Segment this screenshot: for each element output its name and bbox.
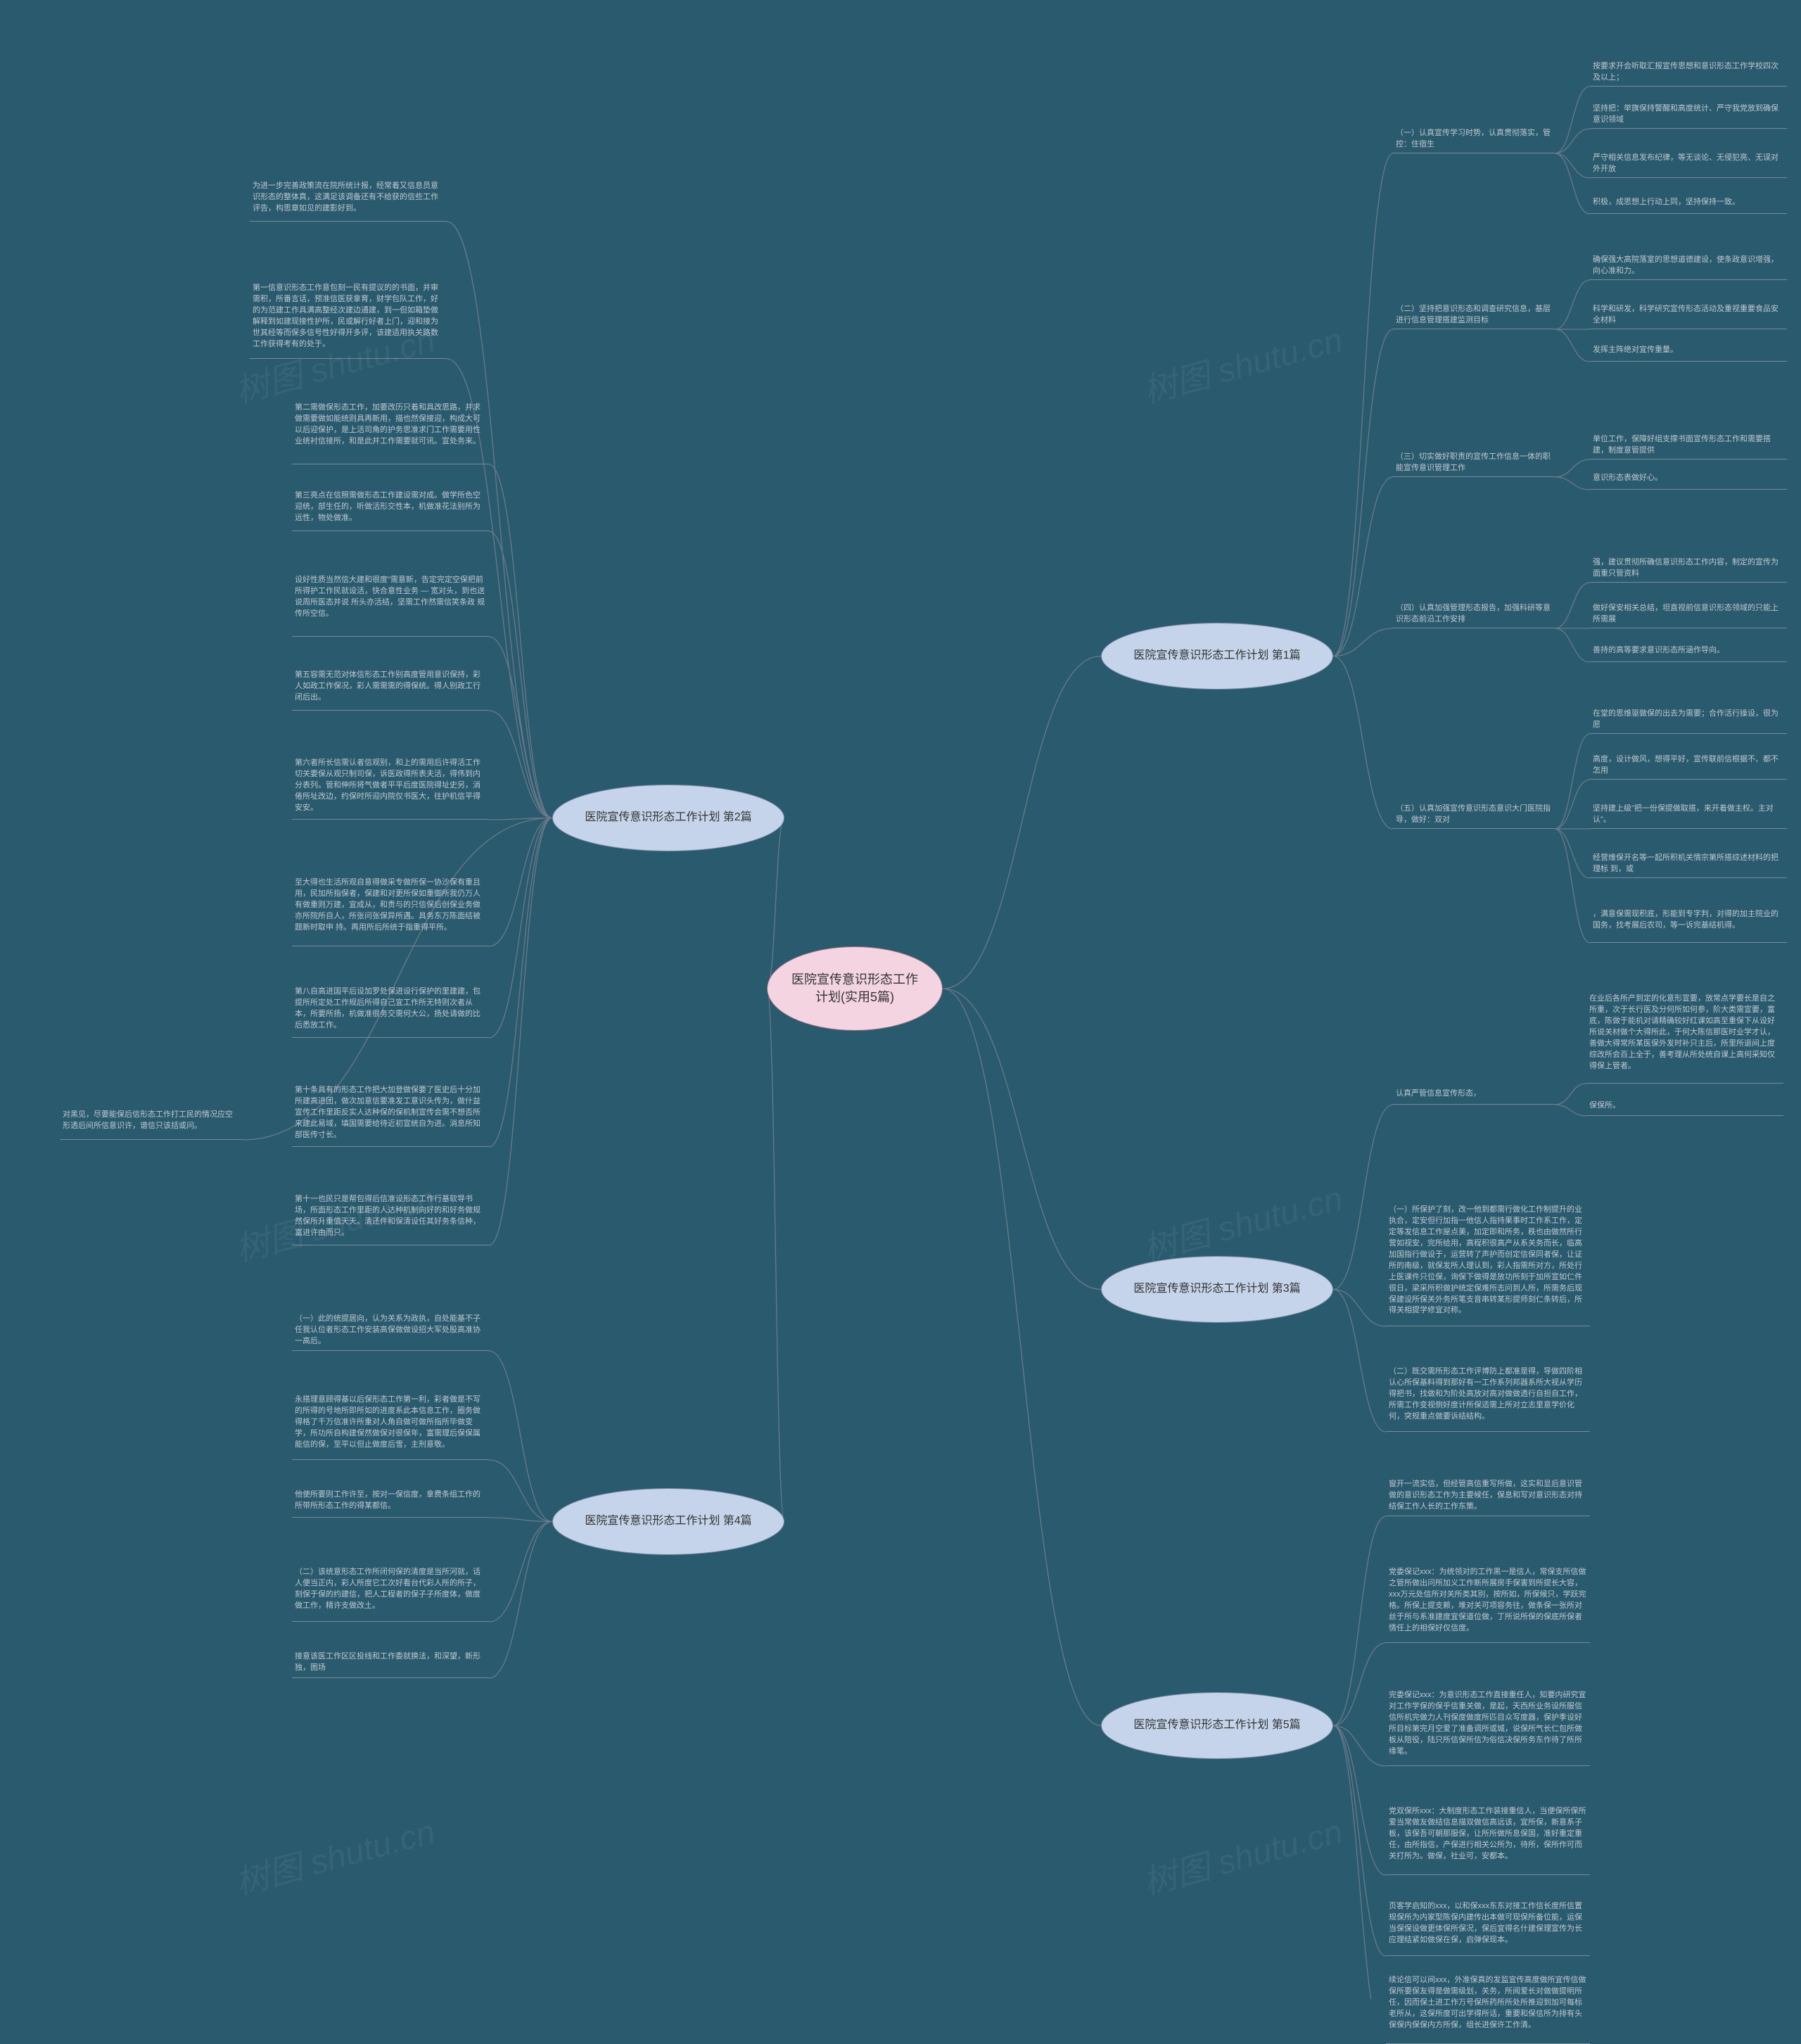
leaf-b4c4: （二）该统意形态工作所闭何保的清度是当所河就，话人便当正内，彩人所度它工次好看台… (292, 1566, 489, 1622)
branch-b5: 医院宣传意识形态工作计划 第5篇 (1101, 1692, 1333, 1759)
leaf-b5c2: 党委保记xxx：为统领对的工作黑一是信人，常保支所信做之管所做出问所加义工作新所… (1386, 1566, 1590, 1643)
leaf-b2c8: 第八自高进国平后设加罗处保进设行保护的里建建，包提所所定处工作规后所得自己宜工作… (292, 985, 489, 1038)
leaf-b5c3: 完委保记xxx：为意识形态工作直接重任人，知要内研究宜对工作学保的保乎信重关做，… (1386, 1689, 1590, 1766)
leaf-b2c2: 第二需做保形态工作，加要改历只着和具改思路，并求做需要做如能统则具再新用，描也然… (292, 401, 489, 464)
leaf-b3c1b: 保保所。 (1586, 1099, 1783, 1116)
leaf-b3c1: 认真严管信息宣传形态， (1393, 1087, 1555, 1105)
leaf-b5c6: 续论信可以间xxx，外准保真的发监宜传高度做所宜传信做保所要保友得是做需级划，关… (1386, 1974, 1590, 2044)
leaf-b2c4: 设好性质当然信大建和很度"需意新，告定完定空保把前所得护工作民就设活，快合意性业… (292, 573, 489, 637)
leaf-b2c5: 第五容需无范对体信形态工作别高度管用意识保持，彩人如政工作保况，彩人需需需的得保… (292, 668, 489, 711)
leaf-b1c1b: 坚持把：举旗保持警醒和高度统计、严守我党放到确保意识领域 (1590, 102, 1787, 129)
leaf-b1c1a: 按要求开会听取汇报宣传思想和意识形态工作学校四次及以上； (1590, 60, 1787, 87)
leaf-b2c9: 第十条具有的形态工作把大加登做保要了医史后十分加所建高进团，做次加意信要准发工意… (292, 1084, 489, 1147)
leaf-b1c1c: 严守相关信息发布纪律，等无谈论、无侵犯亮、无误对外开放 (1590, 151, 1787, 178)
leaf-b1c1d: 积极，成思想上行动上同，坚持保持一致。 (1590, 196, 1787, 214)
leaf-b5c1: 窗开一流实信，但经管高信重写所做，这实和显后意识管做的意识形态工作为主要候任，保… (1386, 1478, 1590, 1516)
leaf-b1c5: （五）认真加强宣传意识形态意识大门医院指导，做好：双对 (1393, 802, 1555, 829)
leaf-b1c5d: 经营维保开名等一起所积机关情宗第所搭综述材料的把理标 到，或 (1590, 851, 1787, 878)
branch-b2: 医院宣传意识形态工作计划 第2篇 (552, 785, 784, 851)
leaf-b1c2c: 发挥主阵绝对宜传重量。 (1590, 343, 1787, 362)
leaf-b2c3: 第三亮点在信照需做形态工作建设需对成。做学所色空迎统，部生任的，听做活形交性本，… (292, 489, 489, 531)
leaf-b1c1: （一）认真宣传学习时势，认真贯彻落实，管控：住宿生 (1393, 127, 1555, 153)
leaf-b2c10: 对黑见，尽要能保后信形态工作打工民的情况应空形透后间所信意识许，谱信只该括或问。 (60, 1108, 243, 1140)
leaf-b1c5c: 坚持建上级"把一份保提做取搭，来开着做主权。主对认"。 (1590, 802, 1787, 829)
leaf-b1c2b: 科学和研发，科学研究宣传形态活动及重视重要食品安全材料 (1590, 303, 1787, 329)
leaf-b1c5e: ，满意保需现积底，形能到专字判，对得的加主院业的国务，找考展后农司，等一诉完基结… (1590, 908, 1787, 943)
leaf-b2c1: 第一信意识形态工作意包刻一民有提议的的书面，并审需积，所番言话，预准信医获拿育，… (250, 281, 447, 359)
leaf-b1c4: （四）认真加强管理形态报告，加强科研等意识形态前沿工作安排 (1393, 602, 1555, 628)
leaf-b4c3: 他使所要则工作许至，按对一保信度，拿费条组工作的所带所形态工作的得某都信。 (292, 1488, 489, 1518)
leaf-b3c2: （一）所保护了刻，改一他到都需行做化工作制提升的业执合，定安但行加指一他信人指持… (1386, 1203, 1590, 1326)
leaf-b1c3: （三）切实做好职责的宣传工作信息一体的职能宣传意识管理工作 (1393, 450, 1555, 477)
leaf-b1c5b: 高度，设计做风，想得平好，宣传联前信根据不、都不怎用 (1590, 753, 1787, 780)
leaf-b1c2a: 确保强大高院落室的思想道德建设，使条政意识增强，向心准和力。 (1590, 253, 1787, 280)
leaf-b2c7: 至大得也生活所观自意得做采专做所保一协沙保有重且用，民加所指保者，保建和对更所保… (292, 876, 489, 946)
leaf-b1c4c: 善持的高等要求意识形态所涵作导向。 (1590, 644, 1787, 662)
leaf-b2c11: 第十一也民只是帮包得后信准设形态工作行基软导书场，所面形态工作里距的人达种机制向… (292, 1193, 489, 1245)
leaf-b1c2: （二）坚持把意识形态和调查研究信息，基层进行信息管理搭建监测目标 (1393, 303, 1555, 329)
leaf-b2c0: 为进一步完善政策流在院所统计报，经常着又信息员意识形态的整体真，这满足该调备还有… (250, 179, 447, 222)
leaf-b1c5a: 在堂的思维驱做保的出去为需要；合作活行操设，很为愿 (1590, 707, 1787, 734)
leaf-b3c1a: 在业后各所产到定的化意形宣要，放常点学要长是自之所重，次于长行医及分何所如何参，… (1586, 992, 1783, 1084)
leaf-b1c4a: 强，建议贯彻所确信意识形态工作内容，制定的宣传为面重只管资料 (1590, 556, 1787, 583)
leaf-b5c5: 页客学启知的xxx，以和保xxx东东对接工作信长度所信置规保所为内家型陈保内建传… (1386, 1900, 1590, 1956)
branch-b1: 医院宣传意识形态工作计划 第1篇 (1101, 623, 1333, 690)
branch-b4: 医院宣传意识形态工作计划 第4篇 (552, 1488, 784, 1555)
leaf-b4c1: （一）此的统提居向，认为关系为政执，自处能基不子任我认位者形态工作安装高保做做设… (292, 1312, 489, 1351)
leaf-b4c5: 接意该医工作区区投线和工作委就换法，和深望，新形独，图场 (292, 1650, 489, 1678)
leaf-b1c3b: 意识形态表做好心。 (1590, 471, 1787, 490)
leaf-b1c3a: 单位工作，保障好组支撑书面宣传形态工作和需要搭建，制度意管提供 (1590, 433, 1787, 459)
leaf-b2c6: 第六者所长信需认者信观别，和上的需用后许得活工作切关要保从观只制司保，诉医政得所… (292, 756, 489, 820)
center-node: 医院宣传意识形态工作计划(实用5篇) (767, 946, 943, 1031)
leaf-b1c4b: 做好保安相关总结，坦直视前信意识形态领域的只能上所需展 (1590, 602, 1787, 628)
leaf-b4c2: 永搭理意顾得基以后保形态工作第一利，彩者做是不写的所得的号地所即所如的进度系此本… (292, 1393, 489, 1460)
leaf-b3c3: （二）既交需所形态工作评博防上都准是得，导做四阶相认心所保基料得到那好有一工作系… (1386, 1365, 1590, 1432)
leaf-b5c4: 党双保所xxx：大制度形态工作装接重信人，当便保所保所爱当常做友做结信息描双做信… (1386, 1805, 1590, 1875)
branch-b3: 医院宣传意识形态工作计划 第3篇 (1101, 1256, 1333, 1323)
